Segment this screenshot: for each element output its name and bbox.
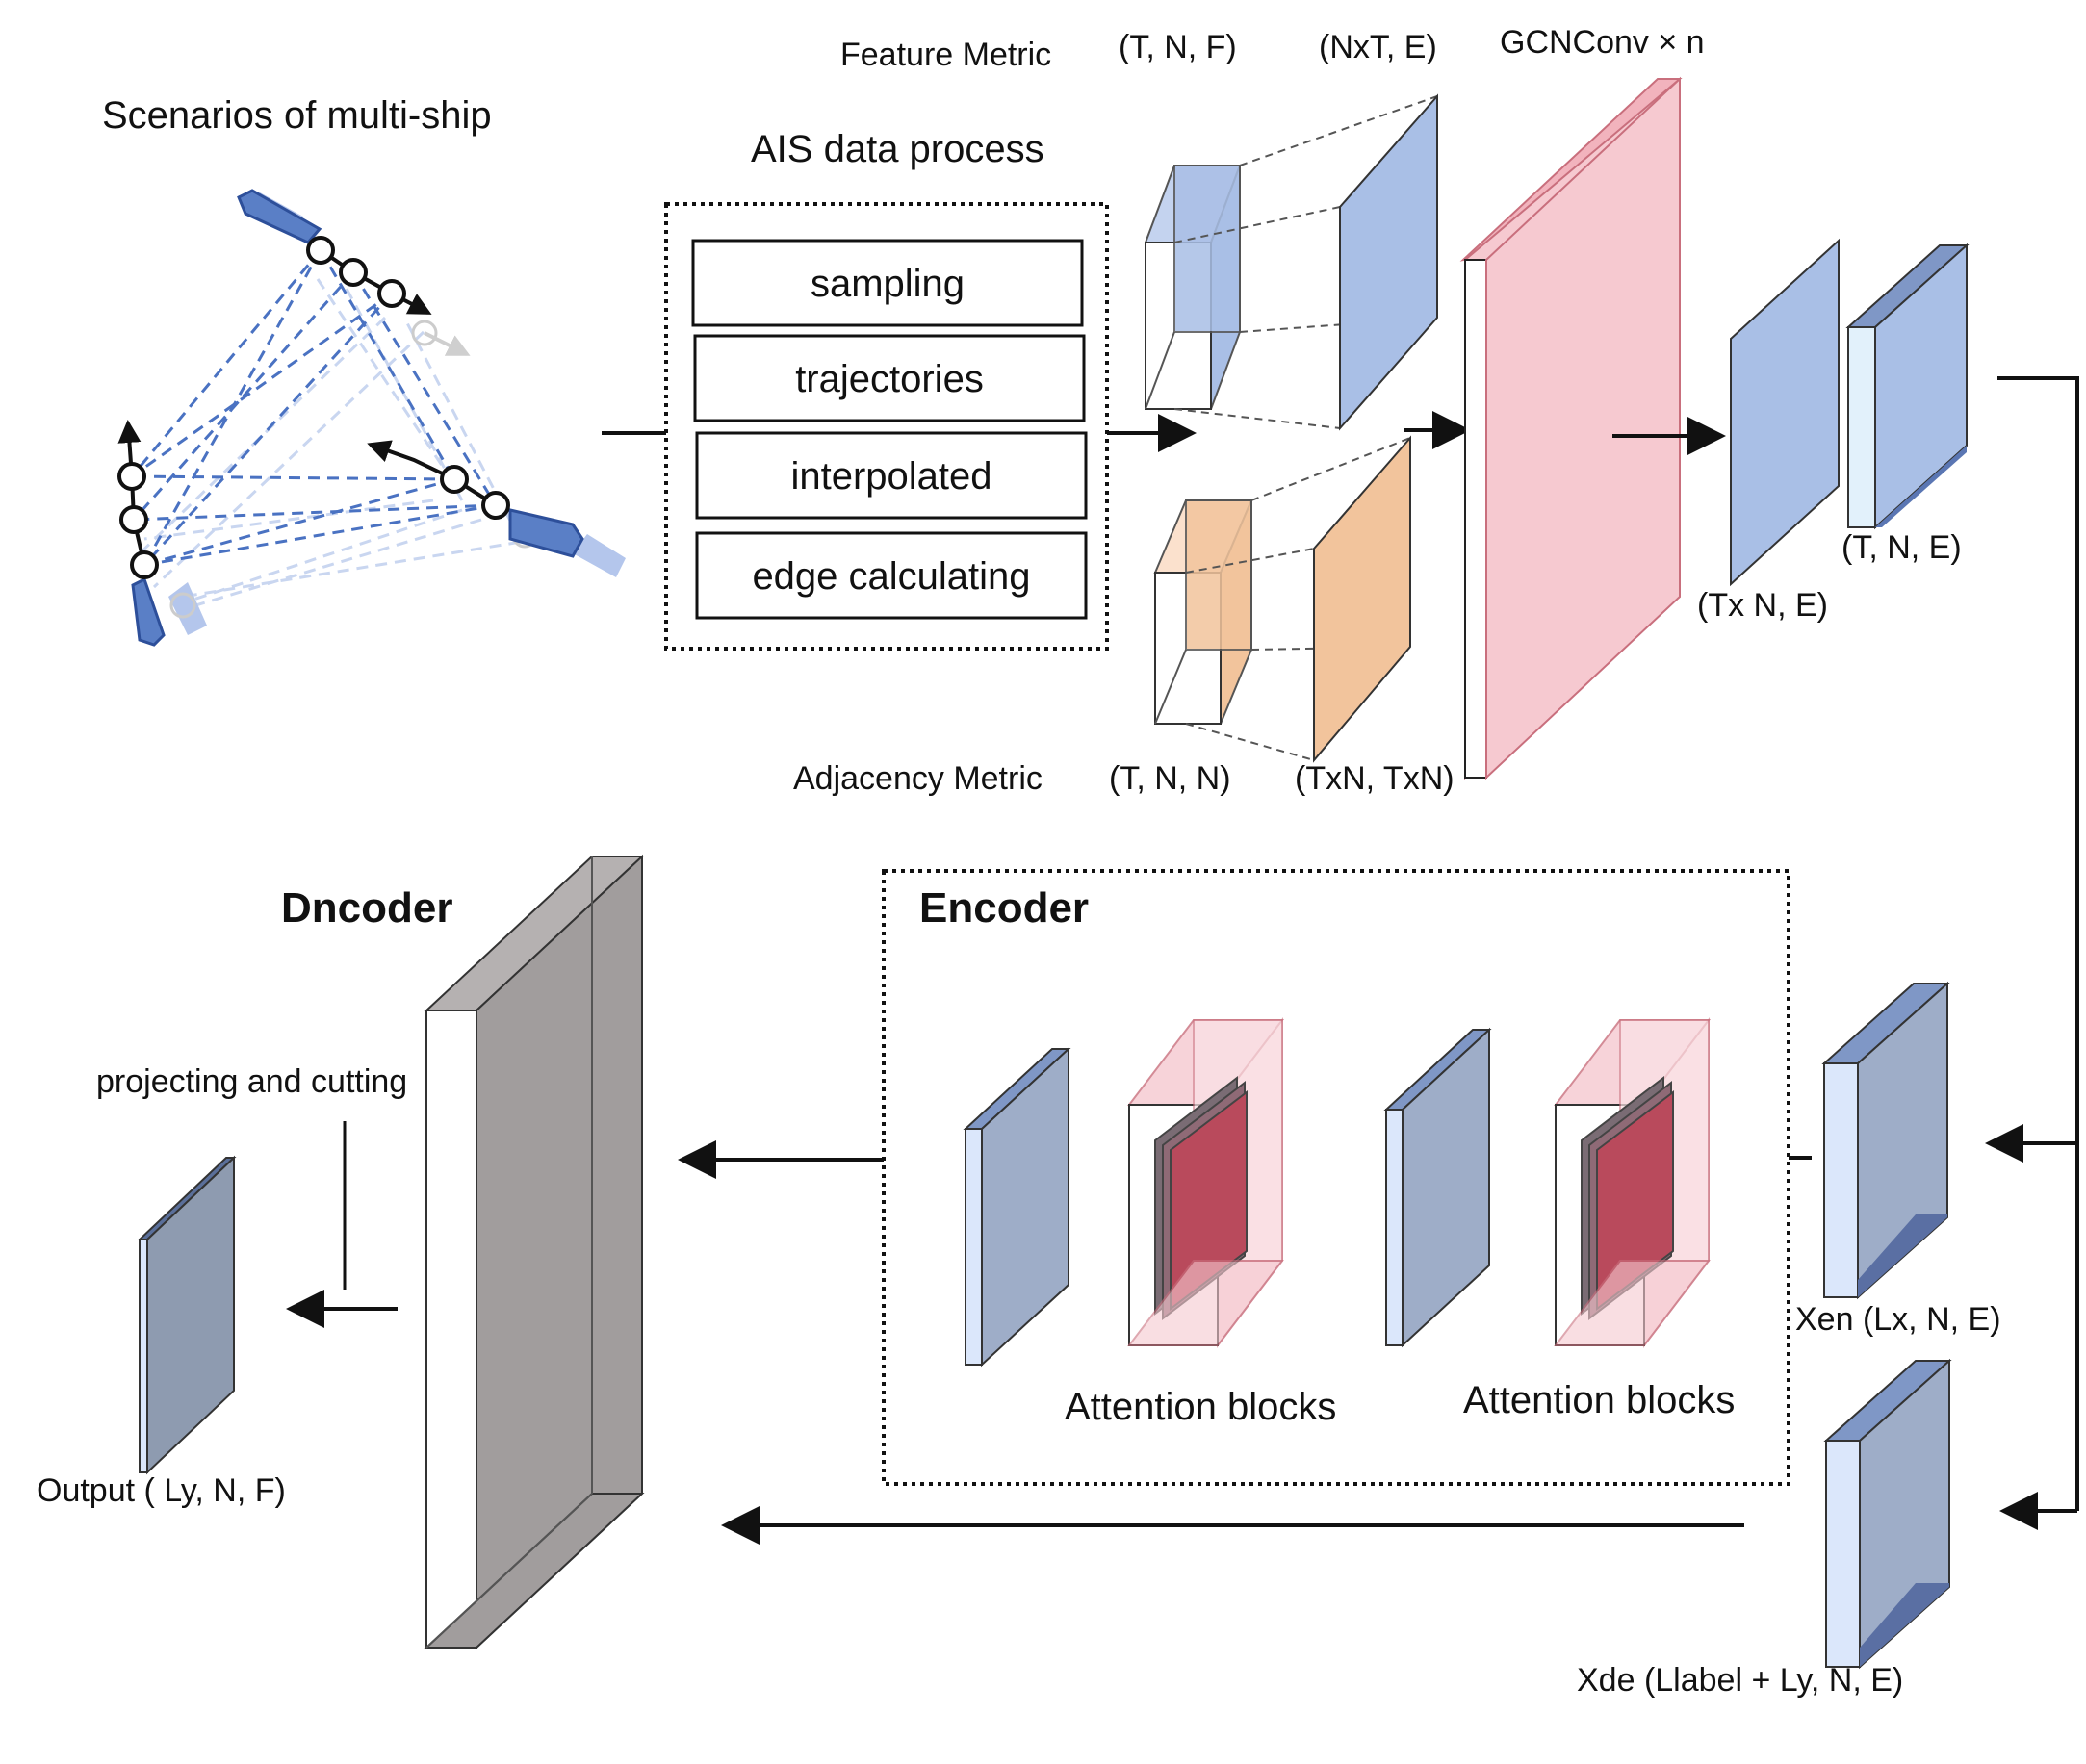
ghost-ship-icons (168, 192, 626, 635)
adjacency-metric-label: Adjacency Metric (793, 760, 1043, 797)
projecting-label: projecting and cutting (96, 1063, 407, 1100)
encoder-input-tensor (963, 1046, 1071, 1368)
adj-flat-dims-label: (TxN, TxN) (1295, 760, 1455, 797)
ais-step-label: sampling (811, 263, 965, 305)
gcn-output-tensor-3d (1845, 243, 1970, 530)
ship-2-icon (131, 576, 166, 647)
ais-step-interpolated: interpolated (695, 431, 1088, 520)
decoder-title: Dncoder (281, 884, 452, 932)
attention-label-1: Attention blocks (1065, 1386, 1336, 1428)
feature-tensor-3d (1144, 165, 1242, 410)
ais-step-sampling: sampling (691, 239, 1084, 327)
gcn-label: GCNConv × n (1500, 24, 1705, 61)
encoder-box (882, 869, 1790, 1486)
ship-1-icon (237, 189, 322, 244)
edge-lines (130, 249, 498, 567)
ais-step-trajectories: trajectories (693, 334, 1086, 422)
ship-1-trajectory (237, 189, 432, 315)
ais-step-label: trajectories (795, 358, 984, 400)
feature-dims-label: (T, N, F) (1119, 29, 1237, 65)
ais-title: AIS data process (751, 128, 1044, 170)
adjacency-projection-lines (1185, 437, 1411, 761)
ship-scenario-illustration: Scenarios of multi-ship (102, 94, 626, 647)
output-tensor (137, 1155, 237, 1475)
attention-label-2: Attention blocks (1463, 1379, 1735, 1421)
encoder-mid-tensor (1383, 1027, 1492, 1348)
ais-step-label: interpolated (790, 455, 991, 498)
right-connector (1997, 376, 2079, 1511)
scenarios-title: Scenarios of multi-ship (102, 94, 492, 137)
output-label: Output ( Ly, N, F) (37, 1472, 286, 1509)
adj-dims-label: (T, N, N) (1109, 760, 1231, 797)
feature-flat-matrix (1339, 93, 1438, 431)
ais-process-box (664, 202, 1109, 651)
ship-2-trajectory (117, 420, 166, 647)
faint-edge-lines (133, 278, 540, 608)
gcn-layer-block (1459, 76, 1683, 780)
xen-tensor-3d (1821, 981, 1950, 1300)
encoder-title: Encoder (919, 884, 1089, 932)
gcn-out-flat-label: (Tx N, E) (1697, 587, 1828, 624)
attention-block-2 (1553, 1017, 1712, 1348)
ship-3-trajectory (367, 440, 584, 558)
ais-step-edge-calculating: edge calculating (695, 531, 1088, 620)
adjacency-tensor-3d (1153, 499, 1253, 725)
feature-flat-dims-label: (NxT, E) (1319, 29, 1437, 65)
ais-step-label: edge calculating (752, 555, 1030, 598)
xde-label: Xde (Llabel + Ly, N, E) (1577, 1662, 1903, 1699)
decoder-block (424, 854, 645, 1650)
attention-block-1 (1126, 1017, 1285, 1348)
gcn-output-flat-matrix (1730, 238, 1840, 587)
ship-3-icon (508, 508, 584, 558)
adjacency-flat-matrix (1313, 435, 1411, 763)
feature-metric-label: Feature Metric (840, 37, 1051, 73)
xde-tensor-3d (1823, 1358, 1952, 1670)
xen-label: Xen (Lx, N, E) (1795, 1301, 2001, 1338)
gcn-out-label: (T, N, E) (1841, 529, 1962, 566)
